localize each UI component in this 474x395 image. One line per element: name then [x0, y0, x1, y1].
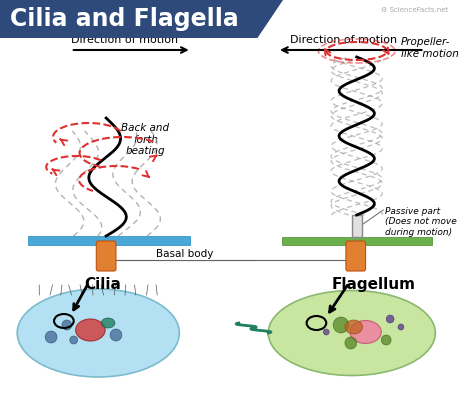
Text: ⚙ ScienceFacts.net: ⚙ ScienceFacts.net — [381, 7, 448, 13]
FancyBboxPatch shape — [282, 237, 432, 245]
Ellipse shape — [268, 290, 435, 376]
Text: Direction of motion: Direction of motion — [290, 35, 397, 45]
Polygon shape — [0, 0, 283, 38]
Circle shape — [398, 324, 404, 330]
Circle shape — [333, 317, 349, 333]
Text: Propeller-
like motion: Propeller- like motion — [401, 37, 459, 58]
Text: Cilia and Flagella: Cilia and Flagella — [10, 7, 238, 31]
Text: Passive part
(Does not move
during motion): Passive part (Does not move during motio… — [385, 207, 457, 237]
Circle shape — [323, 329, 329, 335]
Circle shape — [70, 336, 78, 344]
Text: Cilia: Cilia — [85, 277, 122, 292]
Circle shape — [386, 315, 394, 323]
Circle shape — [62, 320, 72, 330]
Text: Basal body: Basal body — [156, 249, 213, 259]
FancyBboxPatch shape — [27, 236, 190, 245]
Circle shape — [110, 329, 122, 341]
FancyBboxPatch shape — [96, 241, 116, 271]
Ellipse shape — [17, 289, 179, 377]
Ellipse shape — [101, 318, 115, 328]
Text: Direction of motion: Direction of motion — [71, 35, 178, 45]
Circle shape — [381, 335, 391, 345]
Circle shape — [345, 337, 357, 349]
Ellipse shape — [76, 319, 105, 341]
FancyBboxPatch shape — [352, 215, 362, 237]
Circle shape — [45, 331, 57, 343]
Text: Back and
forth
beating: Back and forth beating — [121, 123, 170, 156]
Ellipse shape — [345, 320, 363, 334]
Ellipse shape — [350, 320, 381, 344]
FancyBboxPatch shape — [346, 241, 365, 271]
Text: Flagellum: Flagellum — [331, 277, 415, 292]
